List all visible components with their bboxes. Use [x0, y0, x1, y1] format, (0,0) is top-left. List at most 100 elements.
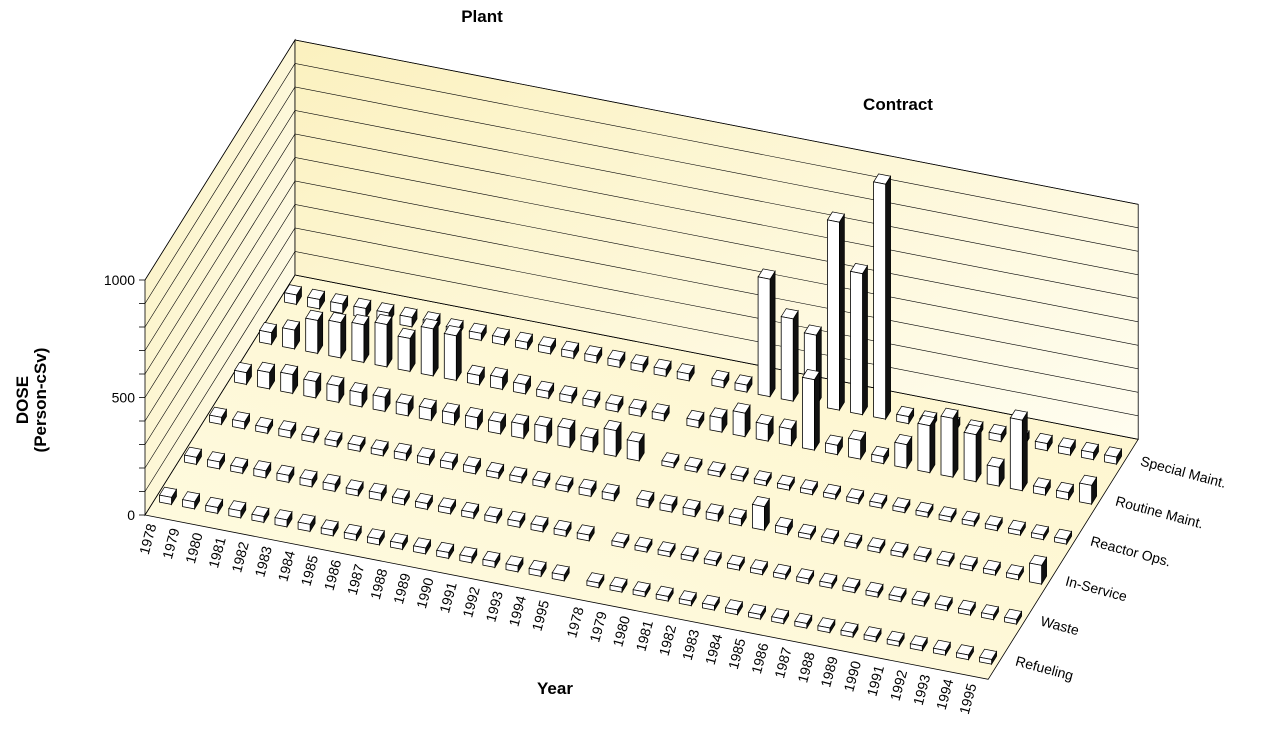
bar — [418, 405, 432, 421]
bar — [509, 474, 523, 484]
x-tick-label: 1989 — [390, 571, 414, 605]
bar-side — [769, 269, 776, 398]
x-tick-label: 1982 — [656, 623, 680, 657]
bar — [777, 482, 790, 491]
bar — [251, 513, 265, 523]
bar — [561, 348, 575, 359]
bar — [259, 329, 272, 345]
grid-line — [144, 133, 1139, 375]
bar — [343, 531, 357, 541]
bar — [351, 322, 365, 363]
bar — [755, 421, 769, 442]
x-tick-label: 1978 — [563, 605, 587, 639]
bar — [507, 518, 521, 528]
bar — [873, 181, 886, 420]
bar — [842, 585, 856, 594]
bar — [1081, 449, 1094, 461]
bar — [819, 580, 833, 589]
bar-side — [386, 315, 393, 369]
bar — [484, 514, 498, 524]
bar — [486, 469, 500, 479]
bar — [823, 491, 836, 500]
bar — [441, 410, 455, 426]
bar — [984, 523, 998, 532]
bar — [800, 487, 813, 496]
bar — [686, 417, 700, 429]
bar — [466, 372, 480, 386]
x-tick-label: 1995 — [529, 598, 553, 632]
bar — [798, 531, 811, 540]
bar — [821, 536, 835, 545]
bar — [366, 536, 380, 546]
grid-line — [144, 39, 1139, 281]
bar — [653, 366, 667, 377]
bar-side — [839, 212, 845, 412]
x-tick-label: 1991 — [436, 580, 460, 614]
bar — [278, 428, 292, 439]
bar — [869, 500, 883, 509]
bar — [1079, 482, 1092, 505]
bar — [956, 652, 969, 661]
row-label: Routine Maint. — [1114, 493, 1205, 532]
bar — [850, 270, 863, 416]
bar — [802, 376, 815, 451]
bar — [775, 524, 788, 536]
bar — [576, 532, 590, 542]
bar — [578, 486, 592, 497]
bar — [626, 439, 640, 462]
bar — [634, 544, 648, 553]
bar — [888, 594, 902, 603]
bar — [555, 483, 569, 493]
bar — [559, 393, 573, 404]
bar — [255, 424, 269, 434]
bar — [979, 656, 992, 665]
bar — [938, 514, 952, 523]
bar — [465, 414, 478, 430]
bar — [661, 460, 675, 469]
bar — [557, 425, 571, 448]
bar — [630, 362, 644, 373]
grid-line — [144, 86, 1139, 328]
bar — [734, 382, 748, 393]
x-tick-label: 1983 — [679, 627, 703, 661]
bar — [397, 335, 411, 372]
bar — [370, 447, 384, 457]
bar — [844, 540, 858, 549]
bar — [705, 511, 719, 522]
bar — [1104, 454, 1117, 465]
bar — [490, 374, 503, 390]
bar — [684, 464, 698, 473]
bar — [345, 487, 359, 497]
bar — [1008, 527, 1021, 536]
bar — [230, 464, 244, 474]
x-tick-label: 1986 — [748, 641, 772, 675]
x-tick-label: 1987 — [771, 645, 795, 679]
bar — [391, 496, 405, 506]
bar — [934, 603, 948, 612]
bar — [757, 276, 771, 398]
bar — [988, 431, 1002, 443]
bar — [440, 459, 453, 470]
bar — [551, 572, 565, 582]
bar — [846, 496, 860, 505]
bar — [584, 353, 598, 364]
bar — [586, 580, 600, 589]
bar — [184, 454, 197, 465]
bar — [513, 381, 526, 395]
bar — [301, 433, 315, 443]
row-label: Refueling — [1014, 653, 1075, 684]
bar — [601, 491, 615, 502]
x-tick-label: 1983 — [251, 544, 275, 578]
bar — [436, 549, 450, 559]
bar — [707, 469, 721, 478]
x-tick-label: 1986 — [321, 558, 345, 592]
bar — [205, 504, 219, 514]
bar — [534, 423, 548, 444]
group-title: Contract — [863, 95, 933, 114]
bar — [963, 431, 977, 483]
bar — [438, 505, 452, 515]
bar — [305, 317, 319, 354]
bar — [794, 620, 808, 629]
